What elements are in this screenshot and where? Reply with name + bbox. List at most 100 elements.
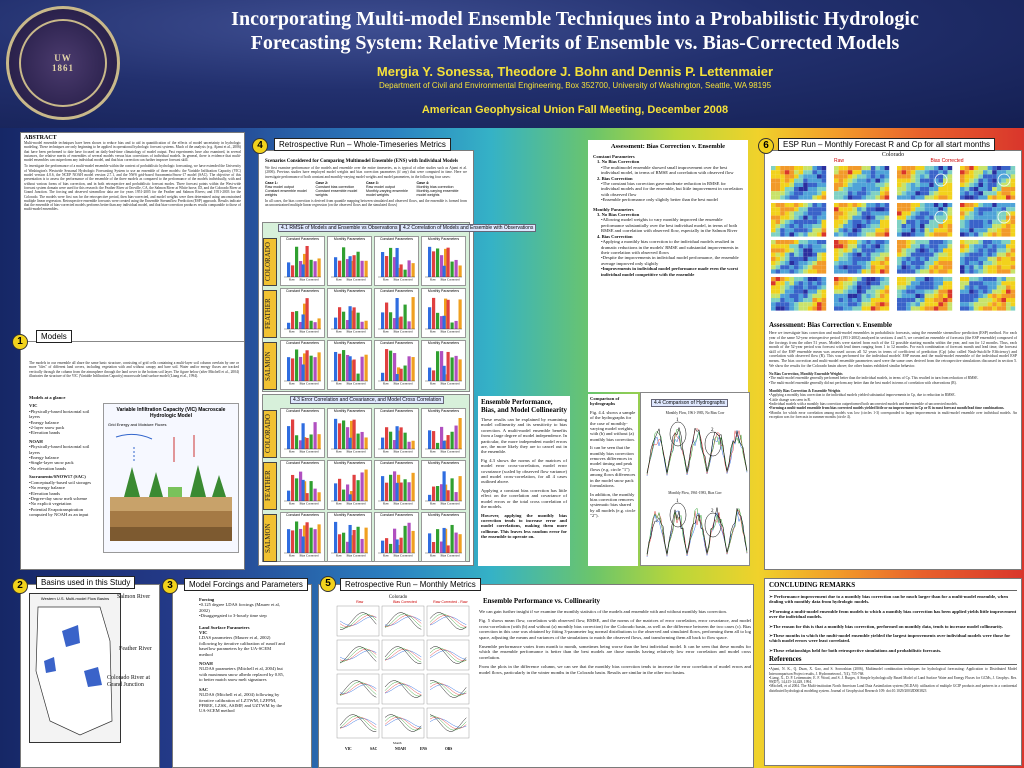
heatmap-cell (992, 302, 997, 307)
conclusion-item: ➢The reason for this is that a monthly b… (769, 623, 1004, 629)
heatmap-cell (973, 195, 979, 201)
heatmap-cell (987, 211, 993, 217)
heatmap-cell (789, 269, 794, 275)
heatmap-cell (798, 228, 804, 233)
heatmap-cell (915, 240, 920, 245)
heatmap-cell (852, 240, 857, 245)
heatmap-cell (838, 207, 844, 212)
heatmap-cell (843, 203, 848, 208)
heatmap-cell (821, 281, 827, 286)
heatmap-cell (1010, 207, 1016, 212)
heatmap-cell (866, 207, 871, 212)
heatmap-cell (1006, 211, 1011, 217)
heatmap-cell (852, 285, 857, 291)
heatmap-cell (803, 191, 808, 196)
heatmap-cell (861, 170, 867, 175)
heatmap-cell (969, 220, 974, 225)
ensemble-text-box: Ensemble Performance, Bias, and Model Co… (478, 396, 570, 566)
heatmap-cell (947, 216, 953, 221)
mini-bar (403, 304, 407, 329)
heatmap-cell (784, 203, 790, 208)
heatmap-cell (987, 187, 993, 192)
heatmap-cell (1006, 269, 1011, 275)
heatmap-cell (780, 224, 785, 229)
heatmap-cell (771, 294, 776, 299)
heatmap-cell (929, 240, 934, 245)
mini-bar-chart: Constant Parameters Raw Bias Corrected (280, 288, 325, 338)
heatmap-cell (857, 207, 862, 212)
heatmap-cell (929, 302, 934, 307)
heatmap-cell (838, 203, 844, 208)
heatmap-cell (983, 207, 988, 212)
mini-bar (393, 440, 397, 449)
heatmap-cell (789, 248, 794, 254)
heatmap-cell (906, 302, 911, 307)
heatmap-cell (784, 290, 790, 295)
heatmap-cell (947, 240, 953, 245)
heatmap-cell (780, 294, 785, 299)
heatmap-cell (838, 269, 844, 275)
heatmap-cell (834, 220, 839, 225)
heatmap-cell (943, 174, 948, 180)
heatmap-cell (996, 207, 1002, 212)
heatmap-cell (857, 302, 862, 307)
heatmap-cell (784, 211, 790, 217)
heatmap-cell (880, 257, 885, 262)
heatmap-cell (929, 290, 934, 295)
heatmap-cell (847, 257, 853, 262)
monthly-legend-label: VIC (345, 747, 352, 751)
heatmap-cell (929, 183, 934, 188)
heatmap-cell (906, 211, 911, 217)
section-number-2: 2 (12, 578, 28, 594)
heatmap-cell (789, 261, 794, 266)
heatmap-cell (798, 257, 804, 262)
heatmap-cell (987, 306, 993, 312)
mini-bar (301, 479, 305, 501)
heatmap-cell (852, 298, 857, 303)
heatmap-cell (1010, 277, 1016, 282)
heatmap-cell (812, 211, 817, 217)
heatmap-cell (834, 191, 839, 196)
heatmap-cell (1006, 265, 1011, 270)
panel-forcings: Forcing •0.125 degree LDAS forcings (Mau… (172, 584, 312, 768)
heatmap-cell (852, 306, 857, 312)
mini-bar (295, 246, 299, 277)
mini-bar (403, 269, 407, 277)
heatmap-cell (969, 265, 974, 270)
mini-bar (334, 257, 338, 277)
heatmap-cell (929, 265, 934, 270)
heatmap-cell (1001, 253, 1006, 258)
heatmap-cell (973, 216, 979, 221)
heatmap-cell (880, 285, 885, 291)
heatmap-cell (933, 220, 939, 225)
heatmap-cell (906, 306, 911, 312)
heatmap-cell (784, 306, 790, 312)
heatmap-cell (969, 294, 974, 299)
mini-bar (364, 469, 368, 501)
heatmap-cell (960, 253, 965, 258)
heatmap-cell (915, 187, 920, 192)
heatmap-cell (910, 253, 916, 258)
heatmap-cell (880, 306, 885, 312)
mini-chart-title: Monthly Parameters (427, 341, 460, 345)
heatmap-cell (992, 216, 997, 221)
mini-bar (450, 322, 454, 329)
heatmap-cell (964, 277, 970, 282)
heatmap-cell (973, 285, 979, 291)
heatmap-cell (910, 183, 916, 188)
mini-bar (342, 311, 346, 329)
mini-bar (301, 264, 305, 277)
heatmap-cell (847, 216, 853, 221)
heatmap-cell (794, 248, 799, 254)
heatmap-cell (838, 244, 844, 249)
heatmap-cell (1001, 269, 1006, 275)
heatmap-cell (870, 179, 876, 184)
mini-axis-label: Raw (383, 450, 390, 454)
heatmap-cell (798, 253, 804, 258)
heatmap-cell (1010, 294, 1016, 299)
abstract-title: ABSTRACT (24, 135, 57, 141)
heatmap-cell (897, 298, 902, 303)
heatmap-cell (947, 261, 953, 266)
heatmap-cell (834, 203, 839, 208)
heatmap-cell (803, 183, 808, 188)
